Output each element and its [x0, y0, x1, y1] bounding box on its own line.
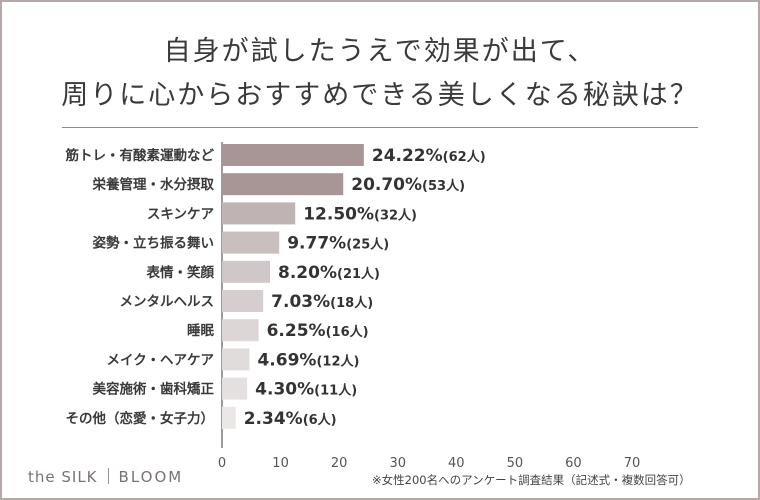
category-label: その他（恋愛・女子力）: [66, 410, 215, 427]
value-percent: 4.69%: [257, 350, 316, 370]
x-tick-label: 60: [565, 456, 582, 471]
bar: [222, 260, 271, 283]
bar: [222, 173, 344, 196]
value-percent: 2.34%: [244, 409, 303, 429]
category-label: スキンケア: [147, 206, 214, 222]
bar: [222, 290, 264, 312]
value-label: 6.25%(16人): [267, 321, 369, 341]
value-percent: 20.70%: [351, 175, 422, 195]
value-label: 2.34%(6人): [244, 409, 337, 429]
bar: [222, 319, 259, 342]
value-percent: 24.22%: [372, 146, 443, 166]
title-line-2: 周りに心からおすすめできる美しくなる秘訣は？: [61, 80, 699, 111]
x-tick-label: 40: [448, 456, 465, 471]
value-count: (11人): [314, 383, 357, 399]
bar: [222, 377, 248, 400]
category-label: 栄養管理・水分摂取: [92, 176, 215, 193]
value-count: (16人): [326, 324, 369, 340]
x-tick-label: 0: [218, 456, 226, 471]
brand-logo: the SILK BLOOM: [28, 468, 183, 486]
x-tick-label: 70: [624, 456, 641, 471]
bar: [222, 348, 250, 371]
category-label: 睡眠: [187, 323, 214, 339]
brand-separator: [107, 468, 109, 484]
category-label: 美容施術・歯科矯正: [93, 381, 215, 398]
value-percent: 9.77%: [287, 234, 346, 254]
value-count: (21人): [337, 266, 380, 282]
value-count: (12人): [316, 353, 359, 369]
value-percent: 12.50%: [303, 204, 374, 224]
bar: [222, 202, 296, 225]
value-label: 9.77%(25人): [287, 234, 389, 254]
value-label: 12.50%(32人): [303, 204, 417, 224]
value-label: 8.20%(21人): [278, 263, 380, 283]
x-tick-label: 50: [507, 456, 524, 471]
bar: [222, 231, 280, 254]
value-percent: 4.30%: [255, 380, 314, 400]
value-count: (25人): [346, 237, 389, 253]
chart-title: 自身が試したうえで効果が出て、 周りに心からおすすめできる美しくなる秘訣は？: [0, 30, 760, 118]
category-label: 表情・笑顔: [147, 264, 215, 281]
survey-note: ※女性200名へのアンケート調査結果（記述式・複数回答可）: [372, 473, 691, 487]
title-divider: [62, 127, 698, 128]
value-count: (32人): [374, 207, 417, 223]
value-count: (62人): [443, 149, 486, 165]
value-label: 20.70%(53人): [351, 175, 465, 195]
title-line-1: 自身が試したうえで効果が出て、: [163, 36, 597, 67]
value-label: 24.22%(62人): [372, 146, 486, 166]
category-label: 姿勢・立ち振る舞い: [93, 235, 215, 252]
value-percent: 7.03%: [271, 292, 330, 312]
x-tick-label: 30: [389, 456, 406, 471]
x-tick-label: 20: [331, 456, 348, 471]
value-label: 7.03%(18人): [271, 292, 373, 312]
brand-name-left: the SILK: [28, 468, 98, 486]
category-label: メンタルヘルス: [120, 294, 215, 310]
value-count: (18人): [330, 295, 373, 311]
value-label: 4.30%(11人): [255, 380, 357, 400]
value-percent: 6.25%: [267, 321, 326, 341]
category-label: 筋トレ・有酸素運動など: [66, 147, 215, 164]
category-label: メイク・ヘアケア: [107, 352, 214, 368]
value-label: 4.69%(12人): [257, 350, 359, 370]
value-percent: 8.20%: [278, 263, 337, 283]
brand-name-right: BLOOM: [118, 468, 184, 486]
bar: [222, 406, 236, 429]
value-count: (6人): [303, 412, 337, 428]
value-count: (53人): [422, 178, 465, 194]
x-tick-label: 10: [272, 456, 289, 471]
bar: [222, 144, 364, 166]
